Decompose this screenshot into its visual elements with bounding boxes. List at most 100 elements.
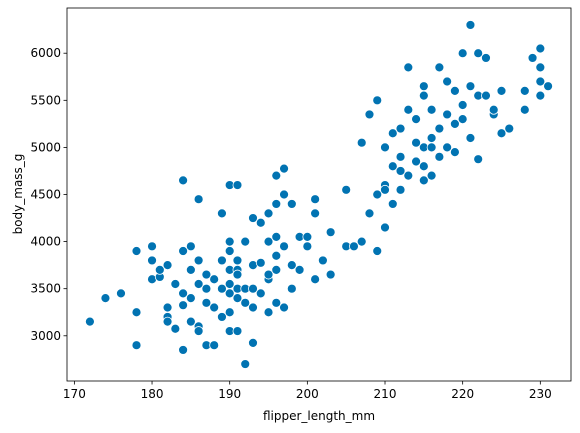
point xyxy=(154,264,165,275)
point xyxy=(442,109,453,120)
point xyxy=(442,142,453,153)
y-tick-label: 4000 xyxy=(30,235,61,249)
point xyxy=(263,269,274,280)
point xyxy=(178,246,188,256)
point xyxy=(418,161,429,172)
point xyxy=(201,269,212,280)
point xyxy=(364,208,375,219)
x-tick-label: 220 xyxy=(451,387,474,401)
point xyxy=(232,180,243,190)
point xyxy=(85,316,95,327)
point xyxy=(185,316,196,327)
point xyxy=(457,114,468,125)
y-tick-label: 4500 xyxy=(30,188,61,202)
point xyxy=(519,85,530,96)
point xyxy=(193,326,204,336)
point xyxy=(201,283,212,294)
point xyxy=(535,43,546,54)
point xyxy=(224,279,235,289)
point xyxy=(279,189,289,200)
point xyxy=(248,213,258,223)
point xyxy=(271,199,282,209)
point xyxy=(201,297,212,308)
point xyxy=(263,236,274,247)
point xyxy=(465,81,476,92)
point xyxy=(248,302,258,313)
point xyxy=(310,274,321,285)
point xyxy=(248,337,258,348)
point xyxy=(209,340,220,351)
point xyxy=(286,199,297,209)
point xyxy=(310,194,321,205)
y-tick-label: 3000 xyxy=(30,329,61,343)
point xyxy=(170,323,181,334)
x-tick-label: 180 xyxy=(141,387,164,401)
point xyxy=(185,293,196,304)
point xyxy=(349,241,359,252)
point xyxy=(209,274,220,285)
point xyxy=(325,227,336,238)
point xyxy=(224,307,235,318)
point xyxy=(248,283,258,294)
point xyxy=(271,231,282,242)
point xyxy=(279,163,289,174)
y-tick-label: 3500 xyxy=(30,282,61,296)
point xyxy=(450,147,460,158)
point xyxy=(457,48,468,59)
point xyxy=(263,307,274,318)
point xyxy=(395,184,406,195)
x-tick-label: 190 xyxy=(218,387,241,401)
point xyxy=(426,142,437,153)
point xyxy=(271,250,282,261)
point xyxy=(178,300,188,311)
point xyxy=(426,104,437,115)
point xyxy=(178,175,188,186)
point xyxy=(434,123,445,134)
point xyxy=(279,302,289,313)
point xyxy=(403,104,414,115)
point xyxy=(217,208,227,219)
y-tick-label: 6000 xyxy=(30,46,61,60)
point xyxy=(543,81,553,92)
point xyxy=(364,109,375,120)
plot-frame xyxy=(66,7,572,382)
point xyxy=(380,222,390,233)
point xyxy=(356,236,367,247)
point xyxy=(372,95,383,106)
point xyxy=(372,246,383,256)
point xyxy=(473,154,484,165)
point xyxy=(217,283,227,294)
point xyxy=(131,307,142,318)
y-axis-label: body_mass_g xyxy=(11,154,25,235)
point xyxy=(217,255,227,266)
point xyxy=(418,81,429,92)
point xyxy=(465,133,476,143)
point xyxy=(317,255,328,266)
x-tick-label: 210 xyxy=(374,387,397,401)
point xyxy=(411,156,421,167)
point xyxy=(294,264,305,275)
point xyxy=(395,166,406,176)
point xyxy=(240,236,251,247)
point xyxy=(418,175,429,186)
point xyxy=(209,302,220,313)
point xyxy=(450,118,460,129)
point xyxy=(178,345,188,355)
point xyxy=(426,170,437,181)
point xyxy=(519,104,530,115)
point xyxy=(341,184,352,195)
point xyxy=(271,170,282,181)
point xyxy=(240,297,251,308)
point xyxy=(504,123,515,134)
point xyxy=(411,137,421,148)
point xyxy=(395,123,406,134)
point xyxy=(162,260,173,271)
point xyxy=(100,293,111,304)
point xyxy=(224,236,235,247)
point xyxy=(395,151,406,162)
point xyxy=(162,316,173,327)
point xyxy=(286,260,297,271)
point xyxy=(193,194,204,205)
point xyxy=(131,246,142,256)
